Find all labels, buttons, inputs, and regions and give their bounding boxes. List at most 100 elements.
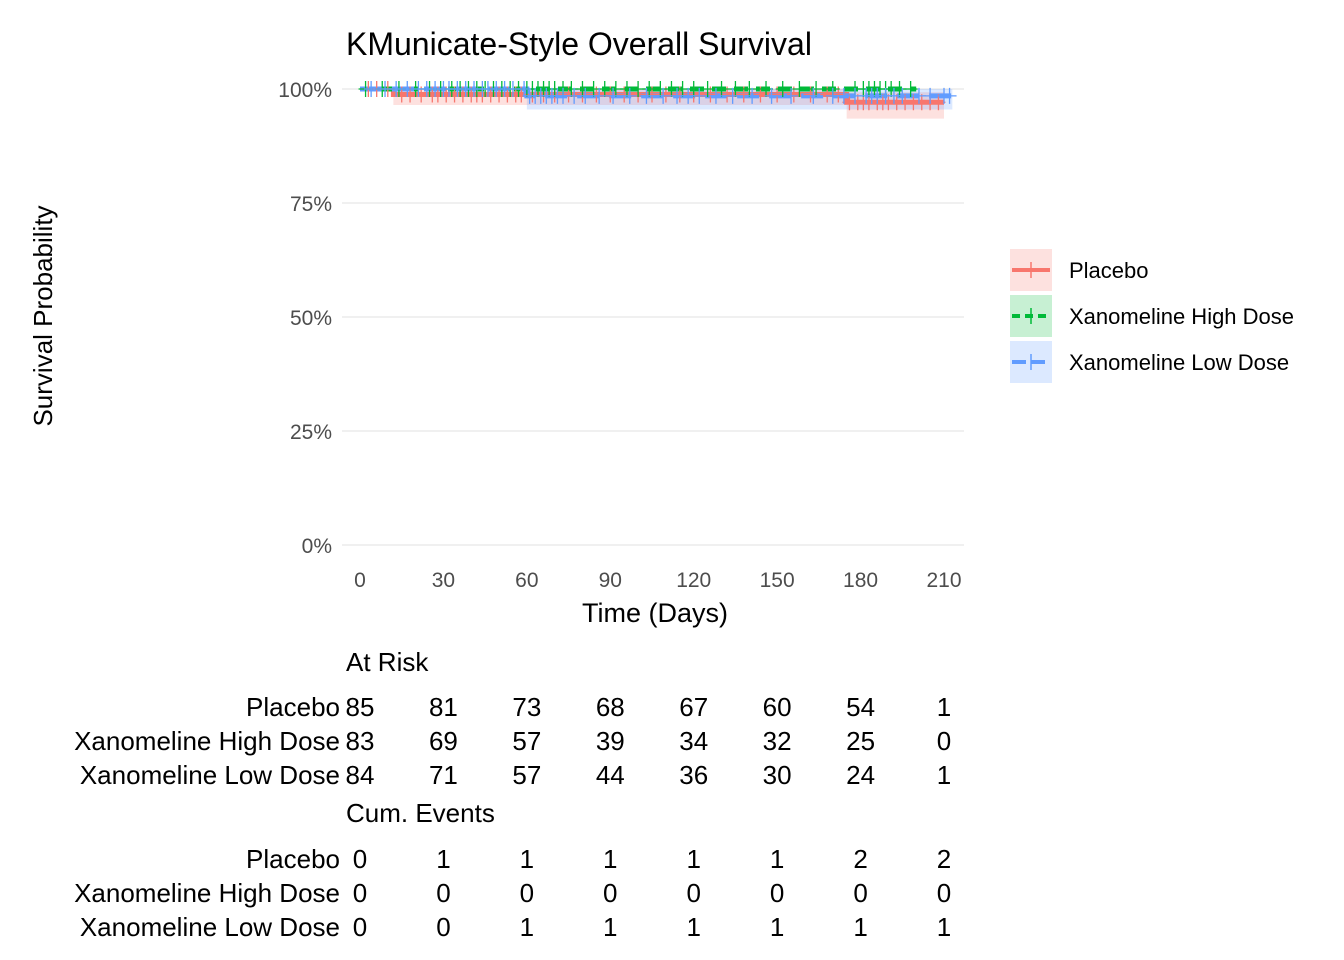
events_table-cell: 1 — [520, 912, 534, 942]
censor-mark — [742, 81, 757, 97]
censor-mark — [700, 81, 715, 97]
censor-mark — [931, 94, 946, 111]
censor-mark — [728, 81, 743, 97]
x-tick-label: 120 — [676, 569, 711, 592]
events_table-row-label: Placebo — [246, 844, 340, 874]
censor-mark — [806, 87, 821, 104]
events_table-cell: 0 — [353, 878, 367, 908]
censor-mark — [692, 87, 707, 104]
events_table-row-label: Xanomeline Low Dose — [80, 912, 340, 942]
events_table-cell: 2 — [853, 844, 867, 874]
censor-mark — [895, 87, 910, 104]
events-table: Placebo 0 1 1 1 1 1 2 2 Xanomeline High Dose 0 0 0 0 0… — [74, 844, 951, 942]
censor-mark — [784, 87, 799, 104]
risk_table-cell: 68 — [596, 692, 625, 722]
x-tick-label: 210 — [926, 569, 961, 592]
events_table-row-label: Xanomeline High Dose — [74, 878, 340, 908]
x-tick-label: 180 — [843, 569, 878, 592]
risk_table-cell: 1 — [937, 760, 951, 790]
x-tick-label: 0 — [354, 569, 366, 592]
risk_table-cell: 39 — [596, 726, 625, 756]
y-tick-label: 0% — [302, 535, 332, 558]
risk_table-cell: 69 — [429, 726, 458, 756]
x-tick-label: 150 — [760, 569, 795, 592]
events_table-cell: 1 — [937, 912, 951, 942]
censor-marks — [358, 81, 957, 111]
events_table-cell: 0 — [853, 878, 867, 908]
legend-item-0: Placebo — [1010, 249, 1149, 291]
censor-mark — [592, 87, 607, 104]
events_table-cell: 2 — [937, 844, 951, 874]
y-axis-label: Survival Probability — [28, 205, 58, 426]
gridlines — [342, 88, 964, 546]
legend-item-2: Xanomeline Low Dose — [1010, 341, 1289, 383]
events_table-cell: 1 — [770, 912, 784, 942]
censor-mark — [745, 87, 760, 104]
risk_table-cell: 57 — [512, 726, 541, 756]
events_table-cell: 1 — [603, 912, 617, 942]
risk_table-cell: 0 — [937, 726, 951, 756]
y-tick-label: 50% — [290, 307, 332, 330]
risk_table-cell: 24 — [846, 760, 875, 790]
risk_table-cell: 71 — [429, 760, 458, 790]
events_table-cell: 0 — [436, 878, 450, 908]
risk_table-cell: 1 — [937, 692, 951, 722]
censor-mark — [764, 87, 779, 104]
events_table-cell: 1 — [520, 844, 534, 874]
chart-title: KMunicate-Style Overall Survival — [346, 26, 812, 62]
censor-mark — [708, 87, 723, 104]
censor-mark — [606, 87, 621, 104]
events_table-cell: 1 — [686, 844, 700, 874]
censor-mark — [714, 81, 729, 97]
events_table-cell: 0 — [603, 878, 617, 908]
censor-mark — [942, 87, 957, 104]
censor-mark — [656, 87, 671, 104]
risk_table-cell: 34 — [679, 726, 708, 756]
risk_table-cell: 85 — [346, 692, 375, 722]
events-table-title: Cum. Events — [346, 798, 495, 828]
risk_table-cell: 25 — [846, 726, 875, 756]
events_table-cell: 0 — [353, 844, 367, 874]
legend-label: Xanomeline High Dose — [1069, 304, 1294, 329]
x-axis-label: Time (Days) — [582, 598, 728, 628]
events_table-cell: 0 — [436, 912, 450, 942]
events_table-cell: 0 — [770, 878, 784, 908]
risk_table-row-label: Xanomeline Low Dose — [80, 760, 340, 790]
risk-table: Placebo 85 81 73 68 67 60 54 1 Xanomeline High Do… — [74, 692, 951, 790]
events_table-cell: 0 — [686, 878, 700, 908]
risk_table-cell: 84 — [346, 760, 375, 790]
risk_table-cell: 44 — [596, 760, 625, 790]
legend-item-1: Xanomeline High Dose — [1010, 295, 1294, 337]
events_table-cell: 0 — [520, 878, 534, 908]
risk_table-cell: 36 — [679, 760, 708, 790]
risk_table-cell: 81 — [429, 692, 458, 722]
y-tick-label: 100% — [278, 79, 332, 102]
risk_table-row-label: Xanomeline High Dose — [74, 726, 340, 756]
risk_table-row-label: Placebo — [246, 692, 340, 722]
risk_table-cell: 54 — [846, 692, 875, 722]
y-tick-labels: 0% 25% 50% 75% 100% — [278, 79, 332, 558]
censor-mark — [923, 87, 938, 104]
x-tick-labels: 0 30 60 90 120 150 180 210 — [354, 569, 961, 592]
risk_table-cell: 32 — [763, 726, 792, 756]
censor-mark — [759, 81, 774, 97]
events_table-cell: 1 — [603, 844, 617, 874]
x-tick-label: 30 — [432, 569, 455, 592]
y-tick-label: 25% — [290, 421, 332, 444]
censor-mark — [639, 87, 654, 104]
censor-mark — [578, 87, 593, 104]
events_table-cell: 1 — [436, 844, 450, 874]
events_table-cell: 0 — [353, 912, 367, 942]
risk_table-cell: 57 — [512, 760, 541, 790]
x-tick-label: 60 — [515, 569, 538, 592]
events_table-cell: 0 — [937, 878, 951, 908]
events_table-cell: 1 — [853, 912, 867, 942]
legend-label: Xanomeline Low Dose — [1069, 350, 1289, 375]
risk_table-cell: 30 — [763, 760, 792, 790]
y-tick-label: 75% — [290, 193, 332, 216]
legend-label: Placebo — [1069, 258, 1149, 283]
censor-mark — [792, 81, 807, 97]
legend: Placebo Xanomeline High Dose Xanomeline Lo… — [1010, 249, 1294, 383]
risk_table-cell: 67 — [679, 692, 708, 722]
